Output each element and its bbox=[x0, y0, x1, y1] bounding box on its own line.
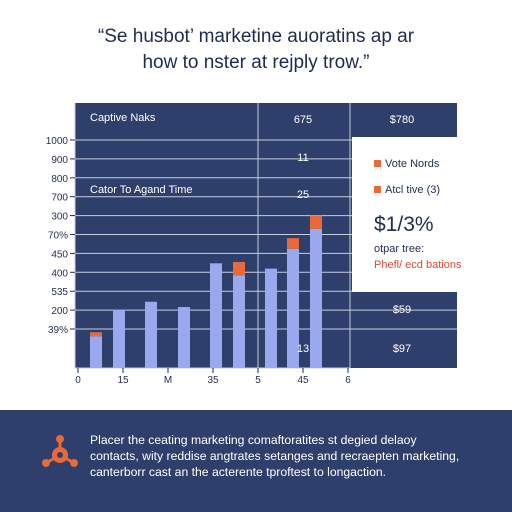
legend-note: Phefl/ ecd bations bbox=[374, 259, 462, 271]
x-tick-label: M bbox=[164, 375, 172, 386]
y-tick-label: 400 bbox=[51, 268, 68, 279]
y-tick-labels: 1000 900 800 700 300 70% 450 400 535 200 39% bbox=[46, 136, 75, 336]
panel-bottom-right-2: $97 bbox=[393, 343, 411, 355]
footer-text: Placer the ceating marketing comaftorati… bbox=[90, 432, 490, 480]
bar bbox=[178, 307, 190, 368]
legend-label-vote-nords: Vote Nords bbox=[385, 158, 440, 170]
panel-row2-mid: 11 bbox=[297, 152, 308, 164]
x-tick-label: 6 bbox=[345, 375, 351, 386]
y-tick-label: 800 bbox=[51, 174, 68, 185]
bar-segment-orange bbox=[310, 215, 322, 229]
bar bbox=[113, 309, 125, 368]
panel-bottom-right-1: $59 bbox=[393, 304, 411, 316]
bar bbox=[90, 336, 102, 368]
network-icon bbox=[42, 435, 78, 467]
y-tick-label: 200 bbox=[51, 306, 68, 317]
y-tick-label: 700 bbox=[51, 193, 68, 204]
x-tick-label: 45 bbox=[297, 375, 309, 386]
panel-bottom-mid: 13 bbox=[297, 343, 309, 355]
bar-segment-orange bbox=[287, 238, 299, 249]
bar bbox=[310, 228, 322, 368]
legend-background bbox=[352, 137, 470, 292]
bar-segment-orange bbox=[233, 262, 245, 276]
panel-header-left: Captive Naks bbox=[90, 112, 156, 124]
chart-title: “Se husbot’ marketine auoratins ap ar ho… bbox=[0, 24, 512, 76]
footer-line-1: Placer the ceating marketing comaftorati… bbox=[90, 433, 417, 447]
x-tick-label: 15 bbox=[117, 375, 129, 386]
bar bbox=[265, 268, 277, 368]
legend-swatch-vote-nords bbox=[374, 160, 381, 167]
footer-line-2: contacts, wity reddise angtrates setange… bbox=[90, 449, 460, 463]
panel-row3-mid: 25 bbox=[297, 189, 309, 201]
bar bbox=[210, 263, 222, 368]
y-tick-label: 300 bbox=[51, 212, 68, 223]
panel-header-mid: 675 bbox=[294, 114, 312, 126]
x-tick-label: 35 bbox=[207, 375, 219, 386]
title-line-2: how to nster at rejply trow.” bbox=[142, 52, 370, 73]
bar-segment-orange bbox=[90, 332, 102, 337]
y-tick-label: 1000 bbox=[46, 136, 69, 147]
legend-box: Vote Nords Atcl tive (3) $1/3% otpar tre… bbox=[352, 137, 470, 292]
y-tick-label: 39% bbox=[48, 325, 68, 336]
bar bbox=[287, 248, 299, 368]
legend-sub-label: otpar tree: bbox=[374, 243, 424, 255]
chart: 1000 900 800 700 300 70% 450 400 535 200 39% 0 15 M 3… bbox=[46, 103, 470, 386]
bar bbox=[145, 301, 157, 368]
footer-panel: Placer the ceating marketing comaftorati… bbox=[0, 410, 512, 512]
legend-label-atcl-tive: Atcl tive (3) bbox=[385, 184, 440, 196]
y-tick-label: 535 bbox=[51, 287, 68, 298]
legend-big-value: $1/3% bbox=[374, 213, 434, 236]
y-tick-label: 70% bbox=[48, 231, 68, 242]
x-tick-label: 0 bbox=[75, 375, 81, 386]
footer-line-3: canterborr cast an the acterente tprofte… bbox=[90, 465, 387, 479]
panel-header-right: $780 bbox=[390, 114, 414, 126]
bar bbox=[233, 275, 245, 368]
x-tick-label: 5 bbox=[255, 375, 261, 386]
y-tick-label: 900 bbox=[51, 155, 68, 166]
panel-row3-left: Cator To Agand Time bbox=[90, 184, 193, 196]
legend-swatch-atcl-tive bbox=[374, 186, 381, 193]
x-tick-labels: 0 15 M 35 5 45 6 bbox=[75, 368, 351, 386]
title-line-1: “Se husbot’ marketine auoratins ap ar bbox=[97, 26, 415, 47]
y-tick-label: 450 bbox=[51, 249, 68, 260]
bars bbox=[90, 215, 322, 368]
